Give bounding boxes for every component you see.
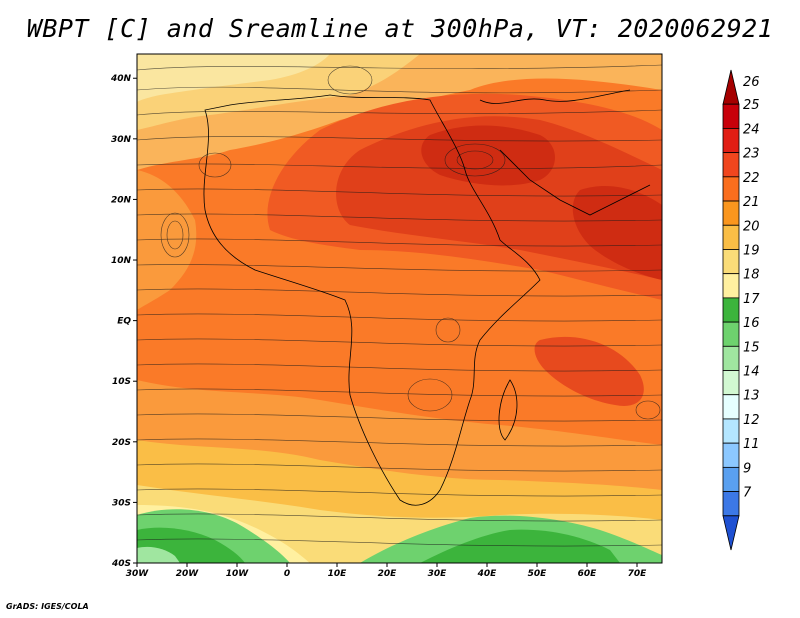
lon-axis: 30W 20W 10W 0 10E 20E 30E 40E 50E 60E 70E (126, 563, 647, 579)
colorbar-label: 9 (743, 461, 751, 476)
colorbar-segment (722, 515, 740, 551)
colorbar-label: 18 (743, 268, 760, 283)
colorbar-label: 11 (743, 437, 760, 452)
lon-label: 10W (226, 569, 250, 579)
lon-label: 30E (428, 569, 448, 579)
lat-label: 30S (112, 498, 131, 508)
colorbar-label: 26 (743, 75, 760, 90)
lat-axis: 40N 30N 20N 10N EQ 10S 20S 30S 40S (110, 74, 137, 569)
lon-label: 30W (126, 569, 150, 579)
colorbar-segment (722, 152, 740, 178)
lon-label: 20E (378, 569, 398, 579)
colorbar-segment (722, 370, 740, 396)
chart-title: WBPT [C] and Sreamline at 300hPa, VT: 20… (26, 14, 774, 43)
lon-label: 20W (176, 569, 200, 579)
colorbar-label: 14 (743, 365, 760, 380)
colorbar-segment (722, 418, 740, 444)
lon-label: 70E (628, 569, 648, 579)
colorbar-segment (722, 69, 740, 105)
lon-label: 60E (578, 569, 598, 579)
colorbar-segment (722, 321, 740, 347)
colorbar-label: 19 (743, 243, 760, 258)
colorbar-label: 22 (743, 171, 760, 186)
colorbar: 26 25 24 23 22 21 20 19 18 17 16 15 14 13 12 11 9 7 (722, 69, 760, 551)
colorbar-label: 21 (743, 195, 760, 210)
lat-label: 40N (110, 74, 132, 84)
colorbar-segment (722, 491, 740, 517)
colorbar-label: 12 (743, 413, 760, 428)
colorbar-segment (722, 297, 740, 323)
wbpt-shading (137, 54, 662, 563)
streamlines (137, 64, 662, 547)
colorbar-label: 16 (743, 316, 760, 331)
colorbar-label: 25 (743, 98, 760, 113)
colorbar-segment (722, 128, 740, 154)
colorbar-label: 15 (743, 340, 760, 355)
colorbar-segment (722, 466, 740, 492)
lon-label: 40E (477, 569, 498, 579)
colorbar-label: 7 (743, 486, 752, 501)
lat-label: 10N (111, 256, 132, 266)
colorbar-segment (722, 345, 740, 371)
lat-label: 20S (112, 438, 131, 448)
lat-label: 40S (111, 559, 131, 569)
colorbar-segment (722, 200, 740, 226)
lon-label: 0 (284, 569, 290, 579)
colorbar-segment (722, 273, 740, 299)
colorbar-segment (722, 394, 740, 420)
lat-label: 10S (112, 377, 131, 387)
colorbar-segment (722, 224, 740, 250)
lat-label: 30N (111, 135, 132, 145)
lon-label: 10E (328, 569, 348, 579)
map-frame (136, 53, 663, 564)
lat-label: 20N (111, 195, 132, 205)
colorbar-segment (722, 249, 740, 275)
colorbar-label: 17 (743, 292, 760, 307)
colorbar-label: 23 (743, 147, 760, 162)
colorbar-label: 13 (743, 389, 760, 404)
colorbar-label: 24 (743, 122, 760, 137)
colorbar-label: 20 (743, 219, 760, 234)
coastlines (203, 89, 651, 506)
lon-label: 50E (528, 569, 548, 579)
colorbar-segment (722, 442, 740, 468)
colorbar-segment (722, 176, 740, 202)
credit-text: GrADS: IGES/COLA (6, 602, 89, 611)
lat-label: EQ (117, 317, 131, 327)
colorbar-segment (722, 103, 740, 129)
